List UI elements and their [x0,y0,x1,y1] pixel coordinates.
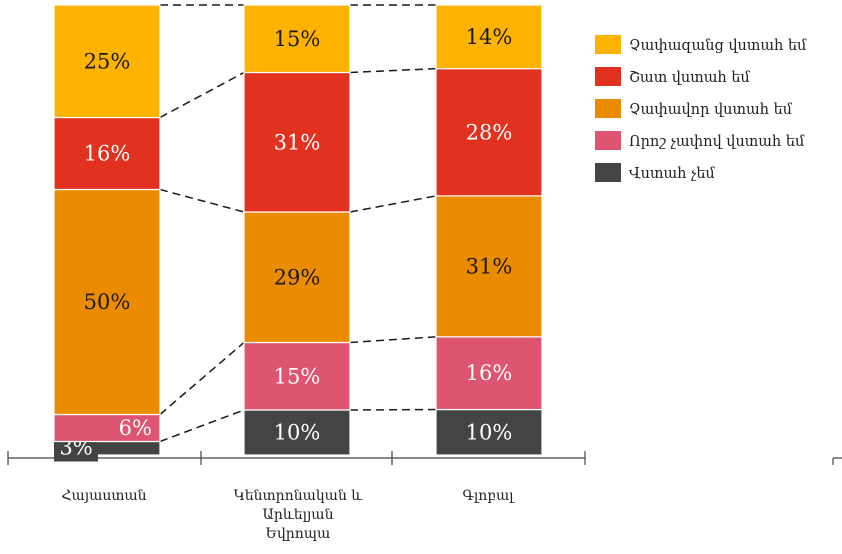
connector-lines [159,4,437,443]
legend: Չափազանց վստահ եմ Շատ վստահ եմ Չափավոր վստ… [595,35,807,182]
connector-line [349,195,437,213]
data-label: 16% [466,361,513,385]
legend-swatch [595,67,621,86]
legend-swatch [595,131,621,150]
bar-segment-չափազանց-վստահ-եմ [53,4,161,119]
bar-segment-չափազանց-վստահ-եմ [435,4,543,70]
bar-segment-որոշ-չափով-վստահ-եմ [243,341,351,411]
legend-swatch [595,99,621,118]
legend-swatch [595,35,621,54]
category-label: Գլոբալ [462,488,515,504]
data-label: 28% [466,120,513,144]
legend-label: Չափավոր վստահ եմ [629,102,793,118]
data-label: 31% [274,130,321,154]
legend-label: Շատ վստահ եմ [629,70,750,86]
bar-segment-շատ-վստահ-եմ [243,71,351,213]
connector-line [349,336,437,344]
category-label: Կենտրոնական և Արևելյան Եվրոպա [234,488,364,542]
legend-label: Որոշ չափով վստահ եմ [629,134,805,150]
category-label: Հայաստան [61,488,146,504]
bar-segment-վստահ-չեմ [435,408,543,456]
bar-segment-չափազանց-վստահ-եմ [243,4,351,74]
bar-segment-վստահ-չեմ [243,409,351,456]
connector-line [159,188,245,213]
connector-line [159,409,245,443]
data-label: 10% [274,421,321,445]
x-axis: Հայաստան Կենտրոնական և Արևելյան Եվրոպա Գլոբա… [7,451,842,542]
data-label: 6% [119,416,152,440]
bar-segment-շատ-վստահ-եմ [435,68,543,197]
data-label: 16% [84,142,131,166]
data-label: 15% [274,364,321,388]
connector-line [159,71,245,119]
connector-line [159,341,245,416]
bar-segment-չափավոր-վստահ-եմ [435,195,543,338]
data-label: 50% [84,290,131,314]
data-label: 29% [274,265,321,289]
data-label: 25% [84,49,131,73]
legend-label: Չափազանց վստահ եմ [629,38,807,54]
legend-swatch [595,163,621,182]
data-label: 10% [466,420,513,444]
bar-segment-որոշ-չափով-վստահ-եմ [53,413,161,443]
bar-segment-շատ-վստահ-եմ [53,116,161,191]
data-label: 15% [274,27,321,51]
data-label: 31% [466,254,513,278]
connector-line [349,67,437,74]
bar-segment-չափավոր-վստահ-եմ [53,188,161,416]
bar-segment-չափավոր-վստահ-եմ [243,211,351,344]
bars: 3%6%50%16%25%10%15%29%31%15%10%16%31%28%… [53,4,543,462]
legend-label: Վստահ չեմ [629,166,715,182]
bar-segment-որոշ-չափով-վստահ-եմ [435,336,543,411]
data-label: 14% [466,25,513,49]
